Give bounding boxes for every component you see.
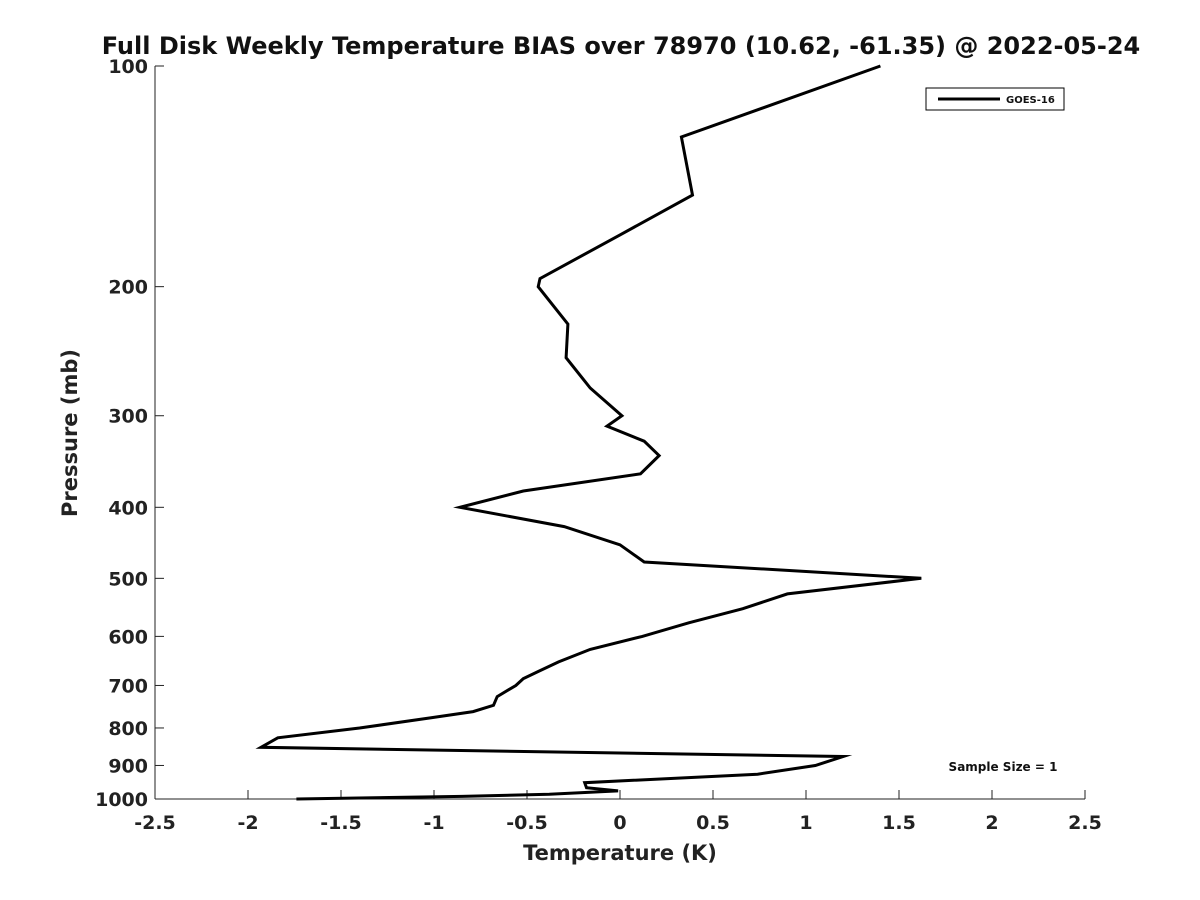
chart-title: Full Disk Weekly Temperature BIAS over 7…	[102, 32, 1141, 60]
y-tick-label: 1000	[95, 789, 148, 811]
x-tick-label: -2.5	[134, 812, 176, 834]
x-axis: -2.5 -2 -1.5 -1 -0.5 0 0.5 1 1.5 2 2.5	[134, 790, 1102, 834]
series-layer	[255, 64, 922, 801]
x-axis-label: Temperature (K)	[523, 841, 717, 865]
y-tick-label: 100	[108, 56, 148, 78]
x-tick-label: 2.5	[1068, 812, 1102, 834]
x-tick-label: -1	[423, 812, 444, 834]
y-tick-label: 800	[108, 718, 148, 740]
y-tick-label: 700	[108, 675, 148, 697]
x-tick-label: -0.5	[506, 812, 548, 834]
x-tick-label: 0	[613, 812, 626, 834]
y-axis-label: Pressure (mb)	[58, 349, 82, 517]
y-tick-label: 400	[108, 497, 148, 519]
x-tick-label: 1.5	[882, 812, 916, 834]
legend-label-goes-16: GOES-16	[1006, 95, 1055, 106]
series-line-goes-16	[255, 64, 922, 801]
y-tick-label: 500	[108, 568, 148, 590]
x-tick-label: 1	[799, 812, 812, 834]
legend: GOES-16	[925, 87, 1065, 111]
x-tick-label: 2	[985, 812, 998, 834]
x-tick-label: 0.5	[696, 812, 730, 834]
x-tick-label: -1.5	[320, 812, 362, 834]
y-tick-label: 300	[108, 406, 148, 428]
x-tick-label: -2	[237, 812, 258, 834]
y-tick-label: 600	[108, 626, 148, 648]
sample-size-annotation: Sample Size = 1	[949, 760, 1058, 774]
y-axis: 100 200 300 400 500 600 700 800 900 1000	[95, 56, 164, 811]
y-tick-label: 900	[108, 755, 148, 777]
y-tick-label: 200	[108, 277, 148, 299]
